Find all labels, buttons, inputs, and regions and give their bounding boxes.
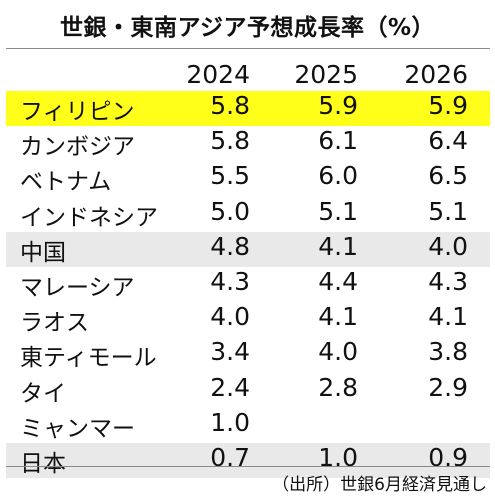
table-row: 東ティモール 3.4 4.0 3.8 (6, 337, 490, 372)
value-cell-2026: 3.8 (428, 337, 468, 367)
table-row: ミャンマー 1.0 (6, 408, 490, 443)
value-cell-2025: 4.1 (318, 231, 358, 261)
value-cell-2025: 6.0 (318, 161, 358, 191)
value-cell-2025: 2.8 (318, 372, 358, 402)
value-cell-2025: 5.9 (318, 91, 358, 120)
table-row: 中国 4.8 4.1 4.0 (6, 231, 490, 267)
value-cell-2024: 4.0 (210, 302, 250, 332)
header-top-rule (6, 48, 490, 49)
value-cell-2026: 5.1 (428, 196, 468, 226)
value-cell-2026: 0.9 (428, 443, 468, 472)
table-row: インドネシア 5.0 5.1 5.1 (6, 197, 490, 232)
row-country-name: マレーシア (20, 275, 135, 301)
value-cell-2025: 4.4 (318, 267, 358, 296)
row-country-name: 中国 (20, 239, 66, 266)
table-row: タイ 2.4 2.8 2.9 (6, 373, 490, 408)
value-cell-2024: 2.4 (210, 372, 250, 402)
row-country-name: 日本 (20, 451, 66, 477)
value-cell-2024: 1.0 (210, 407, 250, 437)
table-row: カンボジア 5.8 6.1 6.4 (6, 126, 490, 161)
row-country-name: インドネシア (20, 204, 158, 231)
value-cell-2026: 4.0 (428, 231, 468, 261)
value-cell-2026: 6.5 (428, 161, 468, 191)
row-country-name: ベトナム (20, 169, 112, 196)
column-header-2025: 2025 (294, 60, 358, 89)
value-cell-2024: 3.4 (210, 337, 250, 367)
value-cell-2024: 0.7 (210, 443, 250, 472)
value-cell-2025: 6.1 (318, 126, 358, 156)
table-row: マレーシア 4.3 4.4 4.3 (6, 267, 490, 302)
row-country-name: ラオス (20, 310, 89, 337)
value-cell-2026: 5.9 (428, 91, 468, 120)
value-cell-2025: 4.1 (318, 302, 358, 332)
table-row: フィリピン 5.8 5.9 5.9 (6, 91, 490, 126)
value-cell-2026: 4.1 (428, 302, 468, 332)
column-header-2026: 2026 (404, 60, 468, 89)
value-cell-2024: 5.8 (210, 91, 250, 120)
row-country-name: ミャンマー (20, 415, 135, 442)
value-cell-2024: 4.3 (210, 267, 250, 296)
value-cell-2024: 5.5 (210, 161, 250, 191)
value-cell-2026: 2.9 (428, 372, 468, 402)
value-cell-2024: 4.8 (210, 231, 250, 261)
row-country-name: カンボジア (20, 134, 135, 161)
source-note: （出所）世銀6月経済見通し (272, 475, 487, 495)
row-country-name: タイ (20, 380, 66, 407)
value-cell-2025: 4.0 (318, 337, 358, 367)
table-bottom-rule (6, 466, 490, 467)
table-row: ベトナム 5.5 6.0 6.5 (6, 161, 490, 196)
value-cell-2025: 5.1 (318, 196, 358, 226)
row-country-name: 東ティモール (20, 345, 157, 372)
value-cell-2025: 1.0 (318, 443, 358, 472)
value-cell-2026: 6.4 (428, 126, 468, 156)
value-cell-2024: 5.0 (210, 196, 250, 226)
table-title: 世銀・東南アジア予想成長率（%） (59, 15, 436, 41)
table-row: 日本 0.7 1.0 0.9 (6, 443, 490, 478)
table-row: ラオス 4.0 4.1 4.1 (6, 302, 490, 337)
value-cell-2024: 5.8 (210, 126, 250, 156)
row-country-name: フィリピン (20, 99, 135, 125)
value-cell-2026: 4.3 (428, 267, 468, 296)
column-header-2024: 2024 (186, 60, 250, 89)
